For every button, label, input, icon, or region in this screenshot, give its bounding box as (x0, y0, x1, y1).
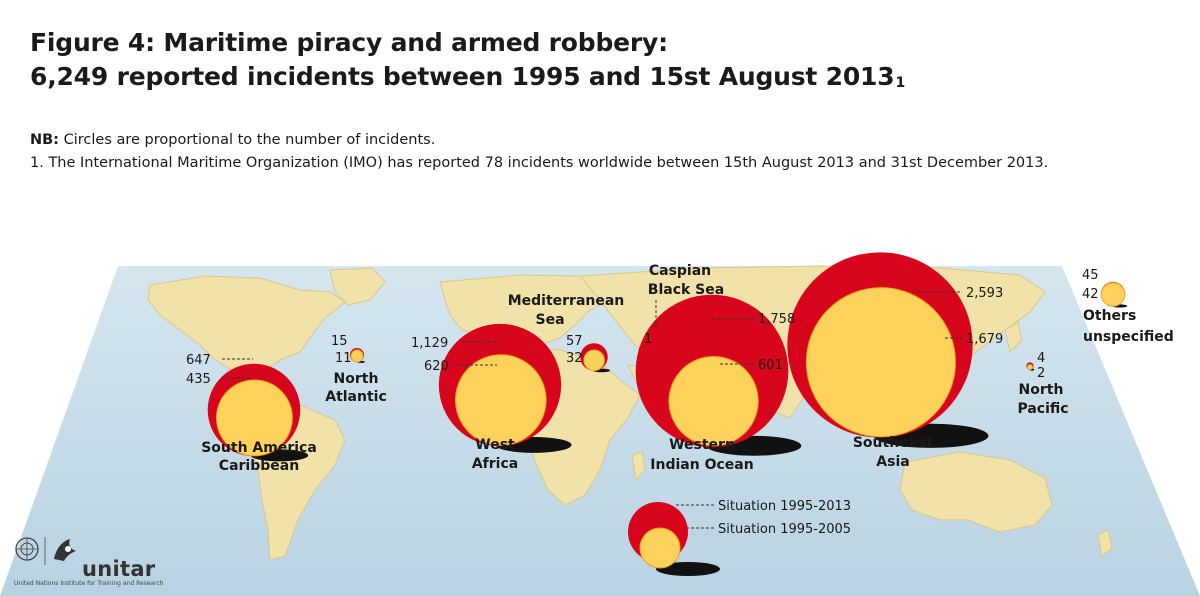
land-japan (1004, 321, 1023, 353)
south-america-total-value: 647 (186, 353, 211, 368)
land-greenland (329, 267, 386, 306)
un-emblem-icon (15, 537, 39, 561)
others-total-value: 45 (1082, 268, 1099, 283)
north-atlantic-early-circle (350, 349, 364, 363)
mediterranean-label-1: Mediterranean (508, 293, 625, 309)
west-africa-early-value: 620 (424, 359, 449, 374)
others-label-1: Others (1083, 308, 1136, 324)
north-atlantic-label-1: North (334, 371, 379, 387)
mediterranean-total-value: 57 (566, 334, 583, 349)
western-indian-label-2: Indian Ocean (650, 457, 753, 473)
others-label-2: unspecified (1083, 329, 1174, 345)
north-pacific-early-value: 2 (1037, 366, 1045, 381)
north-pacific-label-2: Pacific (1017, 401, 1068, 417)
west-africa-early-circle (454, 354, 547, 446)
north-pacific-early-circle (1026, 363, 1034, 371)
southeast-asia-early-value: 1,679 (966, 332, 1003, 347)
others-unspecified-early-circle (1100, 282, 1126, 307)
south-america-label-1: South America (201, 440, 317, 456)
legend-early-label: Situation 1995-2005 (718, 522, 851, 537)
western-indian-total-value: 1,758 (758, 312, 795, 327)
legend-total-label: Situation 1995-2013 (718, 499, 851, 514)
title-line-2: 6,249 reported incidents between 1995 an… (30, 62, 905, 91)
nb-note: NB: Circles are proportional to the numb… (30, 132, 436, 148)
unitar-logo-subtitle: United Nations Institute for Training an… (14, 580, 164, 587)
others-early-value: 42 (1082, 287, 1099, 302)
figure-title: Figure 4: Maritime piracy and armed robb… (30, 26, 905, 94)
north-atlantic-early-value: 11 (335, 351, 352, 366)
caspian-total-value: 1 (644, 332, 652, 347)
western-indian-label-1: Western (669, 437, 735, 453)
land-madagascar (631, 451, 646, 482)
north-pacific-label-1: North (1019, 382, 1064, 398)
west-africa-label-1: West (475, 437, 515, 453)
west-africa-total-value: 1,129 (411, 336, 448, 351)
western-indian-early-value: 601 (758, 358, 783, 373)
title-footnote-marker: 1 (895, 75, 905, 91)
caspian-label-1: Caspian (649, 263, 711, 279)
western-indian-ocean-early-circle (668, 355, 759, 447)
incident-circles (207, 252, 1128, 462)
mediterranean-label-2: Sea (535, 312, 564, 328)
west-africa-label-2: Africa (472, 456, 518, 472)
land-north-america (147, 275, 346, 379)
southeast-asia-label-1: Southeast (853, 435, 934, 451)
footnote: 1. The International Maritime Organizati… (30, 155, 1049, 171)
land-new-zealand (1097, 529, 1113, 557)
unitar-logo-text: unitar (82, 557, 156, 581)
south-america-early-value: 435 (186, 372, 211, 387)
southeast-asia-total-value: 2,593 (966, 286, 1003, 301)
southeast-asia-label-2: Asia (876, 454, 909, 470)
mediterranean-sea-early-circle (583, 349, 605, 372)
north-pacific-total-value: 4 (1037, 351, 1045, 366)
title-line-1: Figure 4: Maritime piracy and armed robb… (30, 28, 668, 57)
south-america-caribbean-early-circle (215, 379, 293, 457)
unitar-emblem-icon (54, 539, 76, 561)
land-australia (899, 451, 1053, 533)
caspian-label-2: Black Sea (648, 282, 724, 298)
legend-circle-early (639, 527, 681, 569)
mediterranean-early-value: 32 (566, 351, 583, 366)
north-atlantic-label-2: Atlantic (325, 389, 387, 405)
southeast-asia-early-circle (805, 287, 956, 438)
legend: Situation 1995-2013 Situation 1995-2005 (628, 499, 851, 576)
south-america-label-2: Caribbean (219, 458, 299, 474)
north-atlantic-total-value: 15 (331, 334, 348, 349)
legend-shadow (656, 562, 720, 576)
